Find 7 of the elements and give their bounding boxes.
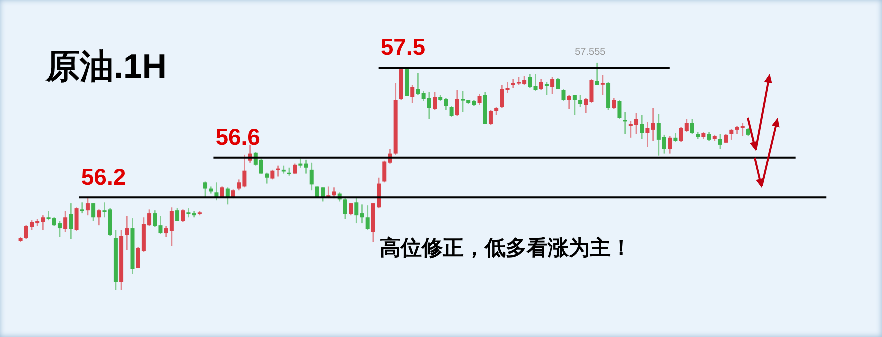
annotation: 高位修正，低多看涨为主！ xyxy=(380,236,632,262)
chart-title: 原油.1H xyxy=(46,47,167,88)
text: 57.555 xyxy=(575,46,606,58)
candlestick xyxy=(349,202,354,216)
text: 57.5 xyxy=(380,34,426,62)
annotation: 56.6 xyxy=(216,124,260,151)
annotation: 56.2 xyxy=(81,164,126,191)
